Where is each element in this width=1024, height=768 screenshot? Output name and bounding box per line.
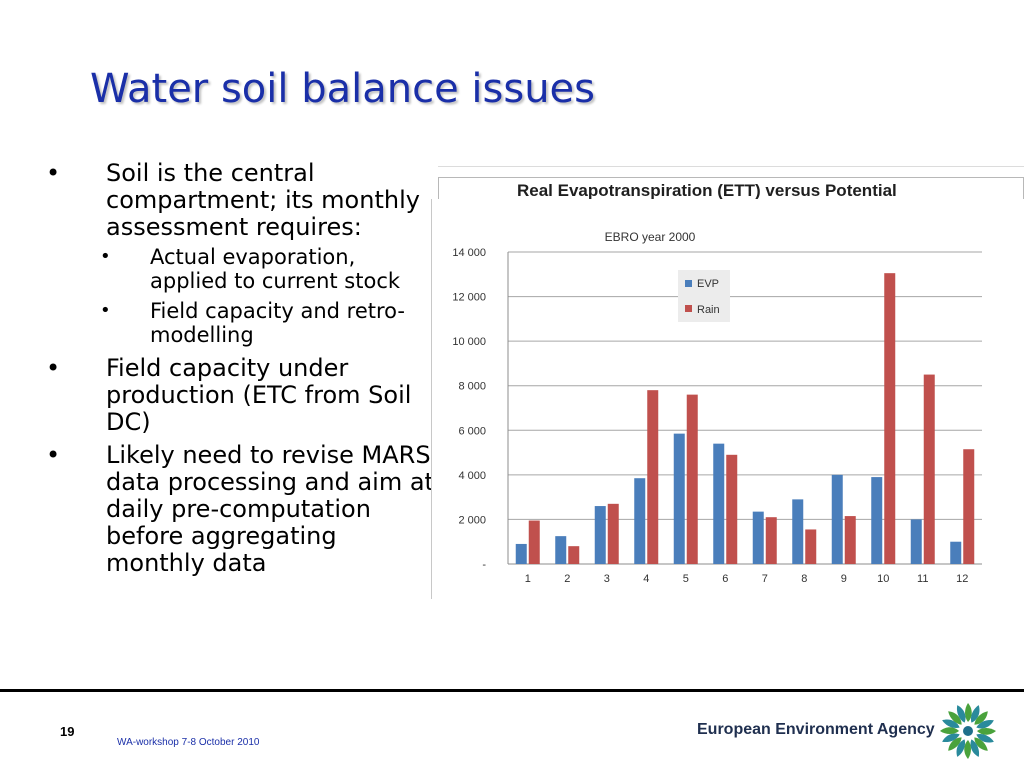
bullet-item: • Soil is the central compartment; its m…	[46, 159, 436, 348]
bar-evp-9	[831, 474, 843, 564]
x-tick-label: 5	[683, 573, 689, 585]
sub-bullet-text: Field capacity and retro-modelling	[150, 299, 405, 347]
footer-divider	[0, 689, 1024, 692]
y-tick-label: 4 000	[458, 470, 486, 482]
x-tick-label: 8	[801, 573, 807, 585]
logo-petal	[964, 740, 971, 759]
sub-bullet-text: Actual evaporation, applied to current s…	[150, 245, 401, 293]
bar-evp-10	[871, 477, 883, 564]
bullet-item: • Field capacity under production (ETC f…	[46, 355, 436, 436]
logo-petal	[974, 711, 988, 725]
x-tick-label: 11	[917, 573, 928, 585]
logo-petal	[976, 733, 994, 743]
bullet-icon: •	[46, 354, 61, 382]
bar-evp-1	[515, 543, 527, 564]
bullet-item: • Likely need to revise MARS data proces…	[46, 442, 436, 577]
bar-rain-12	[963, 449, 975, 564]
sub-bullet-icon: •	[100, 246, 111, 267]
bar-rain-10	[884, 273, 896, 564]
sub-bullet-list: • Actual evaporation, applied to current…	[100, 245, 436, 347]
logo-petal	[948, 737, 962, 751]
bullet-text: Field capacity under production (ETC fro…	[106, 354, 412, 436]
bar-rain-3	[607, 503, 619, 564]
logo-petal	[976, 719, 994, 729]
bar-evp-6	[713, 443, 725, 564]
bar-evp-12	[950, 541, 962, 564]
x-tick-label: 1	[525, 573, 531, 585]
y-tick-label: 14 000	[452, 247, 486, 259]
logo-petal	[956, 705, 966, 723]
logo-petal	[970, 739, 980, 757]
chart-header-strip	[438, 166, 1024, 167]
x-tick-label: 9	[841, 573, 847, 585]
logo-petal	[970, 705, 980, 723]
chart-title: EBRO year 2000	[605, 230, 696, 244]
logo-petal	[977, 728, 996, 735]
bar-rain-1	[528, 520, 540, 564]
eea-sunflower-logo-icon	[934, 700, 1002, 766]
x-tick-label: 3	[604, 573, 610, 585]
logo-petal	[942, 733, 960, 743]
logo-petal	[942, 719, 960, 729]
bar-rain-8	[805, 529, 817, 564]
bullet-list: • Soil is the central compartment; its m…	[46, 160, 436, 583]
y-tick-label: 8 000	[458, 381, 486, 393]
legend-label-rain: Rain	[697, 304, 720, 316]
y-tick-label: 6 000	[458, 425, 486, 437]
y-tick-label: 10 000	[452, 336, 486, 348]
bar-rain-11	[923, 374, 935, 564]
bar-evp-5	[673, 433, 685, 564]
sub-bullet-item: • Actual evaporation, applied to current…	[46, 245, 436, 293]
y-tick-label: 2 000	[458, 514, 486, 526]
chart-header-box: Real Evapotranspiration (ETT) versus Pot…	[438, 177, 1024, 200]
sub-bullet-icon: •	[100, 300, 111, 321]
bullet-text: Likely need to revise MARS data processi…	[106, 441, 434, 577]
x-tick-label: 10	[877, 573, 889, 585]
legend-swatch-rain	[685, 305, 692, 312]
page-number: 19	[60, 724, 75, 739]
bar-evp-4	[634, 478, 646, 564]
legend-label-evp: EVP	[697, 278, 719, 290]
bullet-icon: •	[46, 441, 61, 469]
x-tick-label: 12	[956, 573, 968, 585]
legend-box	[678, 270, 730, 322]
bar-rain-4	[647, 390, 659, 564]
footer-event: WA-workshop 7-8 October 2010	[117, 737, 260, 748]
sub-bullet-item: • Field capacity and retro-modelling	[46, 299, 436, 347]
bar-evp-3	[594, 506, 606, 564]
slide-title: Water soil balance issues	[90, 66, 595, 112]
logo-petal	[940, 727, 959, 734]
bar-evp-11	[910, 519, 922, 564]
bar-rain-2	[568, 546, 580, 564]
x-tick-label: 6	[722, 573, 728, 585]
x-tick-label: 7	[762, 573, 768, 585]
legend-swatch-evp	[685, 280, 692, 287]
chart-header-title: Real Evapotranspiration (ETT) versus Pot…	[517, 181, 897, 200]
bullet-text: Soil is the central compartment; its mon…	[106, 159, 420, 241]
y-tick-label: 12 000	[452, 292, 486, 304]
y-tick-label: -	[482, 559, 486, 571]
bar-evp-8	[792, 499, 804, 564]
agency-name: European Environment Agency	[697, 721, 935, 738]
bar-rain-5	[686, 394, 698, 564]
x-tick-label: 2	[564, 573, 570, 585]
logo-petal	[965, 703, 972, 722]
bar-evp-2	[555, 536, 567, 564]
x-tick-label: 4	[643, 573, 649, 585]
bar-rain-7	[765, 517, 777, 564]
bar-rain-6	[726, 454, 738, 564]
logo-petal	[948, 711, 962, 725]
bar-evp-7	[752, 511, 764, 564]
bar-rain-9	[844, 516, 856, 564]
logo-petal	[956, 739, 966, 757]
chart-container: EBRO year 2000 1 2 3 4 5 6 7 8 9 10 11 12 -2 000 4 0…	[431, 199, 1024, 599]
logo-petal	[974, 737, 988, 751]
bullet-icon: •	[46, 159, 61, 187]
